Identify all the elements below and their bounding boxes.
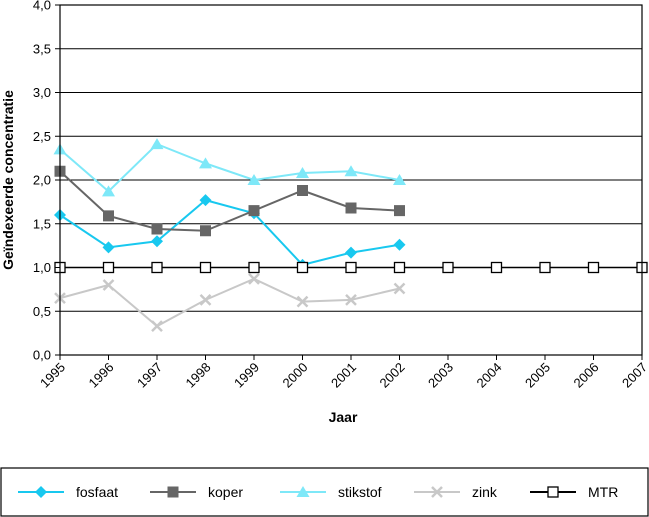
marker-stroke (102, 279, 115, 291)
legend-entry-mtr: MTR (530, 484, 618, 500)
legend: fosfaat koper stikstof zink MTR (0, 467, 649, 517)
x-tick-label: 2000 (280, 360, 311, 391)
marker-stroke (248, 272, 260, 285)
data-point (200, 225, 211, 237)
marker-stroke (431, 486, 443, 498)
legend-entry-fosfaat: fosfaat (18, 484, 118, 500)
x-axis-title: Jaar (329, 409, 358, 425)
data-point (393, 282, 406, 295)
x-tick-label: 1996 (86, 360, 117, 391)
data-point (199, 293, 212, 306)
data-point (296, 167, 309, 178)
data-point (247, 174, 261, 185)
data-point (345, 246, 357, 259)
data-point (102, 241, 115, 254)
series-line (59, 170, 400, 232)
legend-label: koper (208, 484, 243, 500)
data-point (296, 295, 309, 308)
data-point (199, 194, 212, 207)
series-line (59, 277, 400, 328)
data-point (248, 261, 260, 274)
x-tick-label: 2001 (328, 360, 359, 391)
legend-entry-koper: koper (150, 484, 243, 500)
data-point (167, 486, 179, 498)
data-point (102, 261, 115, 274)
marker-stroke (199, 293, 212, 306)
data-point (547, 486, 559, 498)
series-mtr (54, 261, 648, 274)
data-point (199, 261, 212, 274)
legend-entry-stikstof: stikstof (280, 484, 382, 500)
data-point (344, 165, 358, 177)
series-line (59, 199, 400, 266)
axes: 0,0 0,5 1,0 1,5 2,0 2,5 3,0 3,5 4,0 1995 1996 1997 1… (33, 0, 649, 391)
y-tick-label: 1,0 (33, 260, 51, 275)
data-point (431, 486, 443, 498)
legend-label: stikstof (338, 484, 382, 500)
data-point (539, 261, 551, 274)
data-point (248, 272, 260, 285)
data-point (345, 261, 357, 274)
data-point (296, 261, 309, 274)
data-point (393, 174, 406, 185)
data-point (151, 223, 163, 235)
data-point (151, 320, 163, 333)
marker-stroke (345, 293, 357, 306)
data-point (442, 261, 454, 274)
x-tick-label: 2003 (425, 360, 456, 391)
data-point (35, 486, 47, 498)
data-point (151, 235, 163, 248)
data-point (490, 261, 503, 274)
y-axis-title: Geïndexeerde concentratie (0, 90, 16, 270)
series-layer (53, 138, 648, 333)
legend-entry-zink: zink (414, 484, 498, 500)
data-point (587, 261, 600, 274)
x-tick-label: 2007 (619, 360, 649, 391)
x-tick-label: 1999 (231, 360, 262, 391)
marker-stroke (296, 295, 309, 308)
data-point (199, 157, 212, 169)
y-tick-label: 3,0 (33, 85, 51, 100)
y-tick-label: 0,5 (33, 304, 51, 319)
y-tick-label: 3,5 (33, 41, 51, 56)
data-point (345, 293, 357, 306)
data-point (297, 185, 308, 196)
data-point (394, 205, 405, 217)
x-tick-label: 2005 (522, 360, 553, 391)
x-tick-label: 2002 (377, 360, 408, 391)
y-tick-label: 2,0 (33, 173, 51, 188)
legend-label: MTR (588, 484, 618, 500)
marker-stroke (393, 282, 406, 295)
data-point (345, 202, 357, 214)
y-tick-label: 2,5 (33, 129, 51, 144)
data-point (102, 279, 115, 291)
x-tick-label: 1997 (134, 360, 165, 391)
data-point (296, 486, 310, 497)
series-zink (54, 272, 406, 333)
data-point (103, 210, 114, 222)
data-point (248, 205, 260, 217)
data-point (102, 185, 115, 197)
data-point (150, 138, 164, 150)
data-point (151, 261, 163, 274)
x-tick-label: 1995 (37, 360, 68, 391)
marker-stroke (151, 320, 163, 333)
series-stikstof (53, 138, 406, 197)
x-tick-label: 2004 (474, 360, 505, 391)
series-koper (54, 165, 405, 237)
data-point (393, 238, 406, 251)
data-point (393, 261, 406, 274)
y-tick-label: 1,5 (33, 216, 51, 231)
series-line (59, 142, 400, 193)
legend-label: zink (472, 484, 498, 500)
x-tick-label: 1998 (183, 360, 214, 391)
y-tick-label: 0,0 (33, 348, 51, 363)
x-tick-label: 2006 (571, 360, 602, 391)
y-tick-label: 4,0 (33, 0, 51, 13)
legend-label: fosfaat (76, 484, 118, 500)
